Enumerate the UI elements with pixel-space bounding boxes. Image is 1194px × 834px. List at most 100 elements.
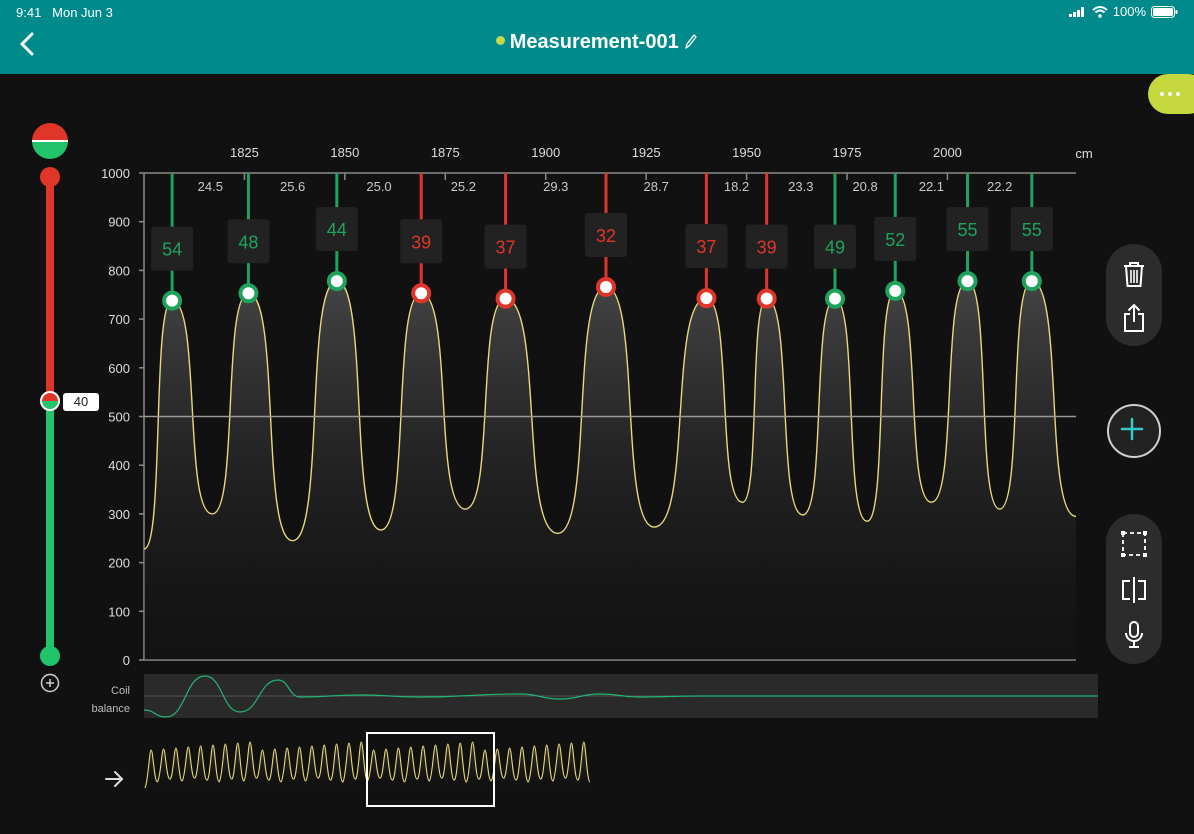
- marker-label-box: [946, 207, 989, 252]
- trash-icon: [1124, 262, 1144, 287]
- marker-handle[interactable]: [238, 283, 259, 304]
- spacing-label: 22.2: [987, 179, 1012, 194]
- marker-value: 49: [825, 238, 845, 258]
- peak-marker[interactable]: 39: [400, 173, 443, 304]
- selection-icon: [1121, 531, 1147, 557]
- marker-handle[interactable]: [495, 288, 516, 309]
- share-button[interactable]: [1118, 302, 1150, 334]
- threshold-add-button[interactable]: [40, 673, 60, 693]
- marker-label-box: [484, 224, 527, 269]
- spacing-label: 23.3: [788, 179, 813, 194]
- marker-handle[interactable]: [411, 283, 432, 304]
- threshold-slider[interactable]: [32, 123, 68, 666]
- add-marker-button[interactable]: [1107, 404, 1161, 458]
- status-dot: [495, 36, 505, 46]
- coil-balance-line: [143, 675, 1098, 718]
- battery-icon: [1151, 5, 1178, 18]
- marker-value: 52: [885, 230, 905, 250]
- back-button[interactable]: [14, 30, 42, 58]
- microphone-icon: [1125, 621, 1143, 648]
- overview-arrow-button[interactable]: [102, 766, 128, 792]
- marker-value: 39: [411, 232, 431, 252]
- y-tick-label: 900: [108, 215, 130, 230]
- x-tick-label: 1850: [330, 145, 359, 160]
- more-button[interactable]: [1148, 74, 1194, 114]
- delete-button[interactable]: [1118, 258, 1150, 290]
- marker-value: 37: [496, 238, 516, 258]
- status-date: Mon Jun 3: [52, 5, 113, 20]
- x-tick-label: 1900: [531, 145, 560, 160]
- peak-marker[interactable]: 44: [315, 173, 358, 292]
- plus-circle-icon: [40, 673, 60, 693]
- peak-marker[interactable]: 37: [484, 173, 527, 309]
- select-button[interactable]: [1118, 528, 1150, 560]
- status-time-date: 9:41 Mon Jun 3: [16, 5, 113, 20]
- slider-top-handle[interactable]: [40, 167, 60, 187]
- peak-marker[interactable]: 37: [685, 173, 728, 309]
- peak-marker[interactable]: 49: [813, 173, 856, 309]
- coil-label-line2: balance: [91, 703, 130, 715]
- marker-handle[interactable]: [885, 280, 906, 301]
- marker-label-box: [227, 219, 270, 264]
- threshold-value-badge: 40: [63, 393, 99, 411]
- pencil-icon[interactable]: [684, 33, 698, 49]
- x-tick-label: 1875: [431, 145, 460, 160]
- marker-value: 32: [596, 226, 616, 246]
- peak-marker[interactable]: 52: [874, 173, 917, 301]
- marker-handle[interactable]: [957, 271, 978, 292]
- marker-value: 55: [1022, 220, 1042, 240]
- peak-marker[interactable]: 48: [227, 173, 270, 304]
- y-tick-label: 1000: [101, 166, 130, 181]
- marker-value: 39: [757, 238, 777, 258]
- peak-marker[interactable]: 54: [151, 173, 194, 311]
- peak-marker[interactable]: 55: [1010, 173, 1053, 292]
- measurement-title[interactable]: Measurement-001: [0, 31, 1194, 54]
- y-tick-label: 0: [123, 653, 130, 668]
- marker-label-box: [874, 216, 917, 261]
- spacing-label: 25.6: [280, 179, 305, 194]
- marker-handle[interactable]: [1021, 271, 1042, 292]
- overview-viewport[interactable]: [366, 732, 495, 807]
- marker-label-box: [315, 207, 358, 252]
- y-tick-label: 100: [108, 604, 130, 619]
- spacing-label: 25.2: [451, 179, 476, 194]
- x-tick-label: 1925: [632, 145, 661, 160]
- marker-handle[interactable]: [756, 288, 777, 309]
- marker-label-box: [745, 224, 788, 269]
- peak-marker[interactable]: 32: [584, 173, 627, 297]
- page-title: Measurement-001: [509, 31, 679, 53]
- microphone-button[interactable]: [1118, 619, 1150, 651]
- marker-handle[interactable]: [824, 288, 845, 309]
- wifi-icon: [1092, 5, 1108, 18]
- spacing-label: 25.0: [366, 179, 391, 194]
- x-tick-label: 1950: [732, 145, 761, 160]
- peak-marker[interactable]: 55: [946, 173, 989, 292]
- marker-value: 44: [327, 220, 347, 240]
- tools-panel: [1106, 514, 1162, 664]
- chevron-left-icon: [20, 32, 34, 56]
- share-icon: [1124, 303, 1144, 332]
- marker-handle[interactable]: [162, 290, 183, 311]
- slider-bottom-handle[interactable]: [40, 646, 60, 666]
- y-tick-label: 600: [108, 361, 130, 376]
- peak-marker[interactable]: 39: [745, 173, 788, 309]
- signal-line: [144, 280, 1076, 550]
- coil-balance-label: Coil balance: [70, 682, 130, 718]
- marker-value: 54: [162, 240, 182, 260]
- split-button[interactable]: [1118, 574, 1150, 606]
- marker-handle[interactable]: [595, 276, 616, 297]
- x-tick-label: 1975: [833, 145, 862, 160]
- threshold-handle[interactable]: [40, 391, 60, 411]
- marker-handle[interactable]: [326, 271, 347, 292]
- file-actions-panel: [1106, 244, 1162, 346]
- status-indicators: 100%: [1068, 4, 1178, 19]
- marker-label-box: [685, 224, 728, 269]
- signal-fill: [144, 281, 1076, 660]
- y-tick-label: 500: [108, 410, 130, 425]
- marker-handle[interactable]: [696, 288, 717, 309]
- x-tick-label: 2000: [933, 145, 962, 160]
- coil-label-line1: Coil: [111, 685, 130, 697]
- spacing-label: 18.2: [724, 179, 749, 194]
- threshold-indicator-icon: [32, 123, 68, 159]
- marker-label-box: [400, 219, 443, 264]
